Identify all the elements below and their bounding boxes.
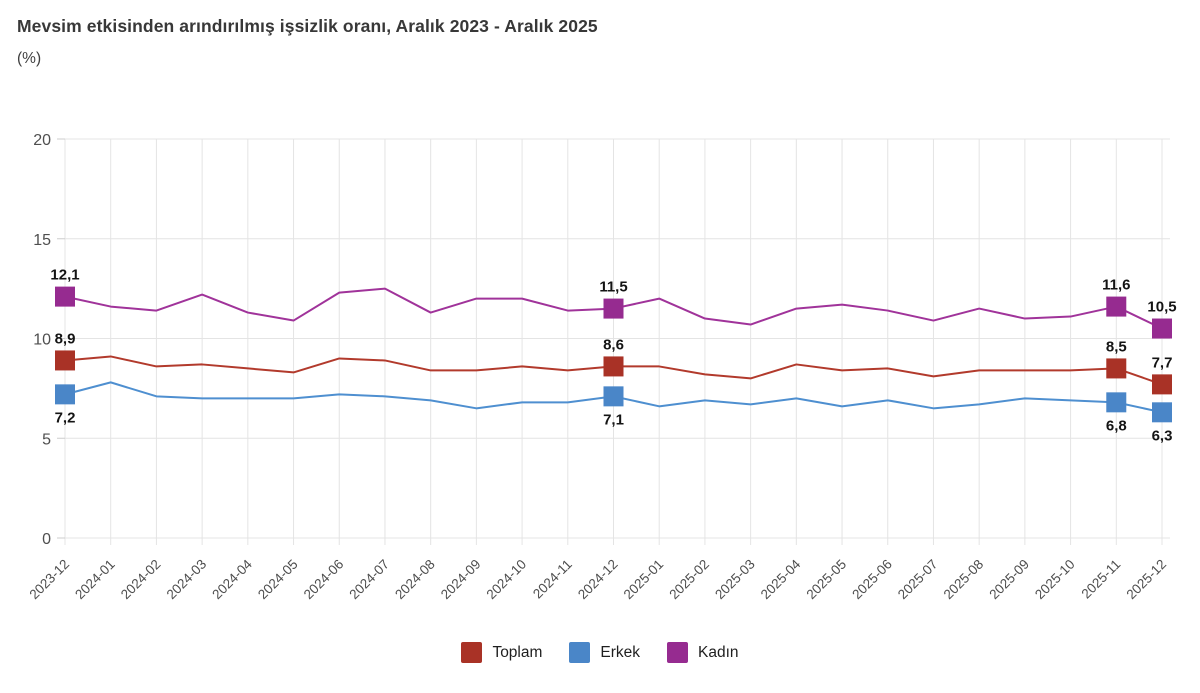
x-axis-label: 2024-11 <box>530 557 575 602</box>
x-axis-label: 2024-01 <box>72 557 118 603</box>
x-axis-label: 2024-03 <box>164 557 210 603</box>
x-axis-label: 2025-09 <box>986 557 1032 603</box>
y-axis-label: 20 <box>33 132 51 149</box>
x-axis-label: 2025-04 <box>758 556 804 602</box>
x-axis-label: 2024-05 <box>255 557 301 603</box>
kadin-swatch-icon <box>667 642 689 663</box>
data-marker-erkek[interactable] <box>1106 392 1127 413</box>
data-marker-erkek[interactable] <box>55 384 75 405</box>
data-value-label: 8,6 <box>603 336 624 353</box>
data-marker-toplam[interactable] <box>1106 358 1127 379</box>
x-axis-label: 2025-11 <box>1078 557 1123 602</box>
y-axis-label: 15 <box>33 232 51 249</box>
data-marker-kadın[interactable] <box>1152 318 1172 339</box>
chart-legend: Toplam Erkek Kadın <box>0 642 1200 663</box>
data-value-label: 7,2 <box>55 409 76 426</box>
x-axis-label: 2025-02 <box>666 557 712 603</box>
legend-item-kadin[interactable]: Kadın <box>667 642 739 663</box>
x-axis-label: 2024-10 <box>484 557 530 603</box>
data-value-label: 8,5 <box>1106 338 1127 355</box>
x-axis-label: 2024-06 <box>301 557 347 603</box>
x-axis-label: 2025-10 <box>1032 557 1078 603</box>
data-marker-toplam[interactable] <box>603 356 624 377</box>
data-value-label: 7,1 <box>603 411 624 428</box>
chart-title: Mevsim etkisinden arındırılmış işsizlik … <box>17 16 598 36</box>
x-axis-label: 2025-01 <box>621 557 667 603</box>
data-value-label: 11,6 <box>1102 277 1130 294</box>
x-axis-label: 2024-12 <box>575 557 621 603</box>
data-marker-kadın[interactable] <box>603 298 624 319</box>
data-value-label: 10,5 <box>1147 299 1176 316</box>
data-value-label: 11,5 <box>599 279 627 296</box>
erkek-swatch-icon <box>569 642 591 663</box>
data-marker-toplam[interactable] <box>55 350 75 371</box>
data-marker-erkek[interactable] <box>603 386 624 407</box>
x-axis-label: 2023-12 <box>26 557 72 603</box>
data-value-label: 7,7 <box>1152 354 1173 371</box>
toplam-swatch-icon <box>461 642 483 663</box>
x-axis-label: 2024-04 <box>209 556 255 602</box>
x-axis-label: 2024-07 <box>346 557 392 603</box>
legend-item-erkek[interactable]: Erkek <box>569 642 640 663</box>
legend-label-erkek: Erkek <box>600 643 641 661</box>
x-axis-label: 2024-02 <box>118 557 164 603</box>
x-axis-label: 2025-07 <box>895 557 941 603</box>
x-axis-label: 2025-08 <box>941 557 987 603</box>
data-value-label: 8,9 <box>55 330 76 347</box>
x-axis-label: 2025-05 <box>804 557 850 603</box>
legend-label-toplam: Toplam <box>492 643 543 661</box>
y-axis-label: 5 <box>42 431 51 448</box>
data-value-label: 6,8 <box>1106 417 1127 434</box>
x-axis-label: 2024-08 <box>392 557 438 603</box>
data-marker-kadın[interactable] <box>55 286 75 307</box>
x-axis-label: 2025-06 <box>849 557 895 603</box>
legend-label-kadin: Kadın <box>698 643 739 661</box>
y-axis-label: 10 <box>33 332 51 349</box>
chart-header: Mevsim etkisinden arındırılmış işsizlik … <box>0 0 1200 68</box>
legend-item-toplam[interactable]: Toplam <box>461 642 542 663</box>
data-marker-kadın[interactable] <box>1106 296 1127 317</box>
x-axis-label: 2025-12 <box>1123 557 1169 603</box>
data-value-label: 12,1 <box>50 267 79 284</box>
y-axis-label: 0 <box>42 531 51 548</box>
x-axis-label: 2025-03 <box>712 557 758 603</box>
data-marker-toplam[interactable] <box>1152 374 1172 395</box>
data-value-label: 6,3 <box>1152 427 1173 444</box>
data-marker-erkek[interactable] <box>1152 402 1172 423</box>
chart-unit-label: (%) <box>17 50 42 67</box>
x-axis-label: 2024-09 <box>438 557 484 603</box>
